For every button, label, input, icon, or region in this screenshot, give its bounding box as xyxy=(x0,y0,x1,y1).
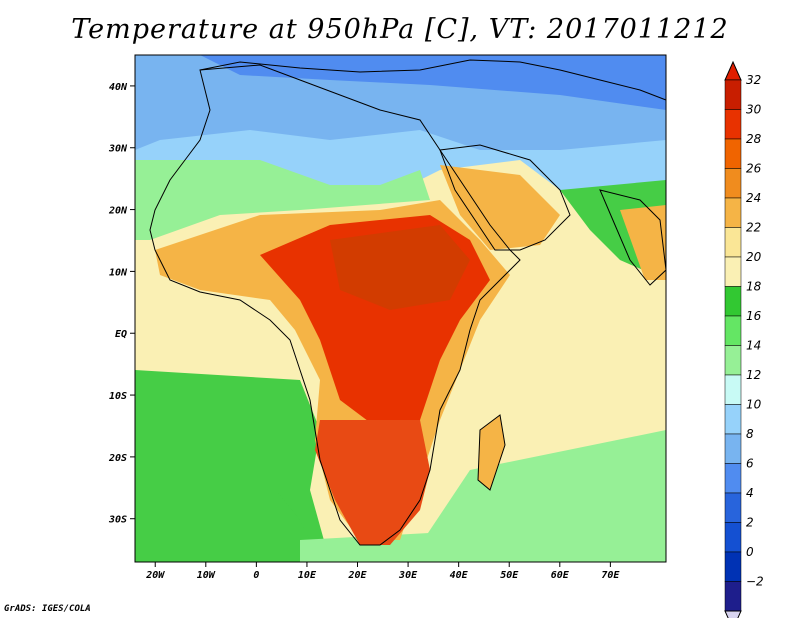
india-coastline xyxy=(599,189,667,286)
lat-label: 10N xyxy=(109,267,128,278)
colorbar-label: 10 xyxy=(746,398,762,412)
lon-label: 10E xyxy=(298,570,317,581)
colorbar-swatch xyxy=(724,109,742,140)
colorbar-swatch xyxy=(724,345,742,376)
colorbar-label: 2 xyxy=(746,516,754,530)
europe-coastline xyxy=(199,59,667,101)
latitude-axis: 40N 30N 20N 10N EQ 10S 20S 30S xyxy=(108,82,135,526)
colorbar-swatch xyxy=(724,551,742,582)
region-southern-africa-hot xyxy=(315,420,430,545)
colorbar-label: 26 xyxy=(746,162,762,176)
temperature-field xyxy=(135,55,666,562)
colorbar-label: 0 xyxy=(746,545,754,559)
colorbar-label: 18 xyxy=(746,280,762,294)
region-south-atlantic-deep xyxy=(135,470,320,562)
region-europe-cold xyxy=(460,55,666,90)
colorbar-swatch xyxy=(724,492,742,523)
lon-label: 50E xyxy=(500,570,519,581)
colorbar-label: 30 xyxy=(746,103,762,117)
lon-label: 0 xyxy=(253,570,259,581)
lat-label: 30S xyxy=(108,515,127,526)
lon-label: 60E xyxy=(551,570,570,581)
colorbar-swatch xyxy=(724,138,742,169)
lon-label: 20W xyxy=(145,570,165,581)
colorbar-label: 20 xyxy=(746,250,762,264)
colorbar-label: 16 xyxy=(746,309,762,323)
colorbar-swatch xyxy=(724,286,742,317)
lat-label: 20S xyxy=(108,453,127,464)
lon-label: 70E xyxy=(601,570,620,581)
lat-label: EQ xyxy=(115,329,127,340)
colorbar-swatch xyxy=(724,522,742,553)
colorbar-label: 8 xyxy=(746,427,754,441)
credit-text: GrADS: IGES/COLA xyxy=(4,604,91,614)
region-india xyxy=(620,205,666,280)
colorbar-label: 24 xyxy=(746,191,761,205)
colorbar-swatch xyxy=(724,256,742,287)
colorbar-label: 22 xyxy=(746,221,761,235)
colorbar-label: 6 xyxy=(746,457,754,471)
colorbar-label: 32 xyxy=(746,73,761,87)
lat-label: 20N xyxy=(108,206,128,217)
colorbar-swatch xyxy=(724,433,742,464)
lon-label: 10W xyxy=(197,570,216,581)
colorbar-label: 28 xyxy=(746,132,762,146)
lat-label: 30N xyxy=(108,144,128,155)
colorbar-swatch xyxy=(724,197,742,228)
colorbar-swatch xyxy=(724,374,742,405)
colorbar-bottom-arrow xyxy=(724,610,742,618)
colorbar-swatch xyxy=(724,463,742,494)
colorbar-label: −2 xyxy=(746,575,764,589)
lon-label: 40E xyxy=(450,570,469,581)
coastline-overlay xyxy=(149,59,667,546)
map-frame xyxy=(134,54,667,563)
region-east-africa-hot xyxy=(330,225,470,310)
lon-label: 30E xyxy=(398,570,418,581)
colorbar-top-arrow xyxy=(724,60,742,81)
longitude-axis: 20W 10W 0 10E 20E 30E 40E 50E 60E 70E xyxy=(145,562,620,581)
lat-label: 40N xyxy=(109,82,128,93)
colorbar-swatch xyxy=(724,227,742,258)
colorbar-label: 12 xyxy=(746,368,761,382)
colorbar-label: 4 xyxy=(746,486,754,500)
colorbar-swatch xyxy=(724,581,742,612)
lon-label: 20E xyxy=(347,570,367,581)
colorbar-swatch xyxy=(724,404,742,435)
madagascar-coastline xyxy=(477,414,506,491)
arabia-coastline xyxy=(439,144,571,251)
region-sahara-green xyxy=(135,160,430,240)
lat-label: 10S xyxy=(109,391,127,402)
chart-title: Temperature at 950hPa [C], VT: 201701121… xyxy=(71,14,729,45)
colorbar-label: 14 xyxy=(746,339,761,353)
colorbar-swatch xyxy=(724,168,742,199)
region-indian-ocean-south xyxy=(420,430,666,545)
africa-coastline xyxy=(149,64,521,546)
colorbar-swatch xyxy=(724,315,742,346)
region-arabia xyxy=(440,165,560,250)
colorbar-swatch xyxy=(724,79,742,110)
region-madagascar xyxy=(478,415,505,490)
